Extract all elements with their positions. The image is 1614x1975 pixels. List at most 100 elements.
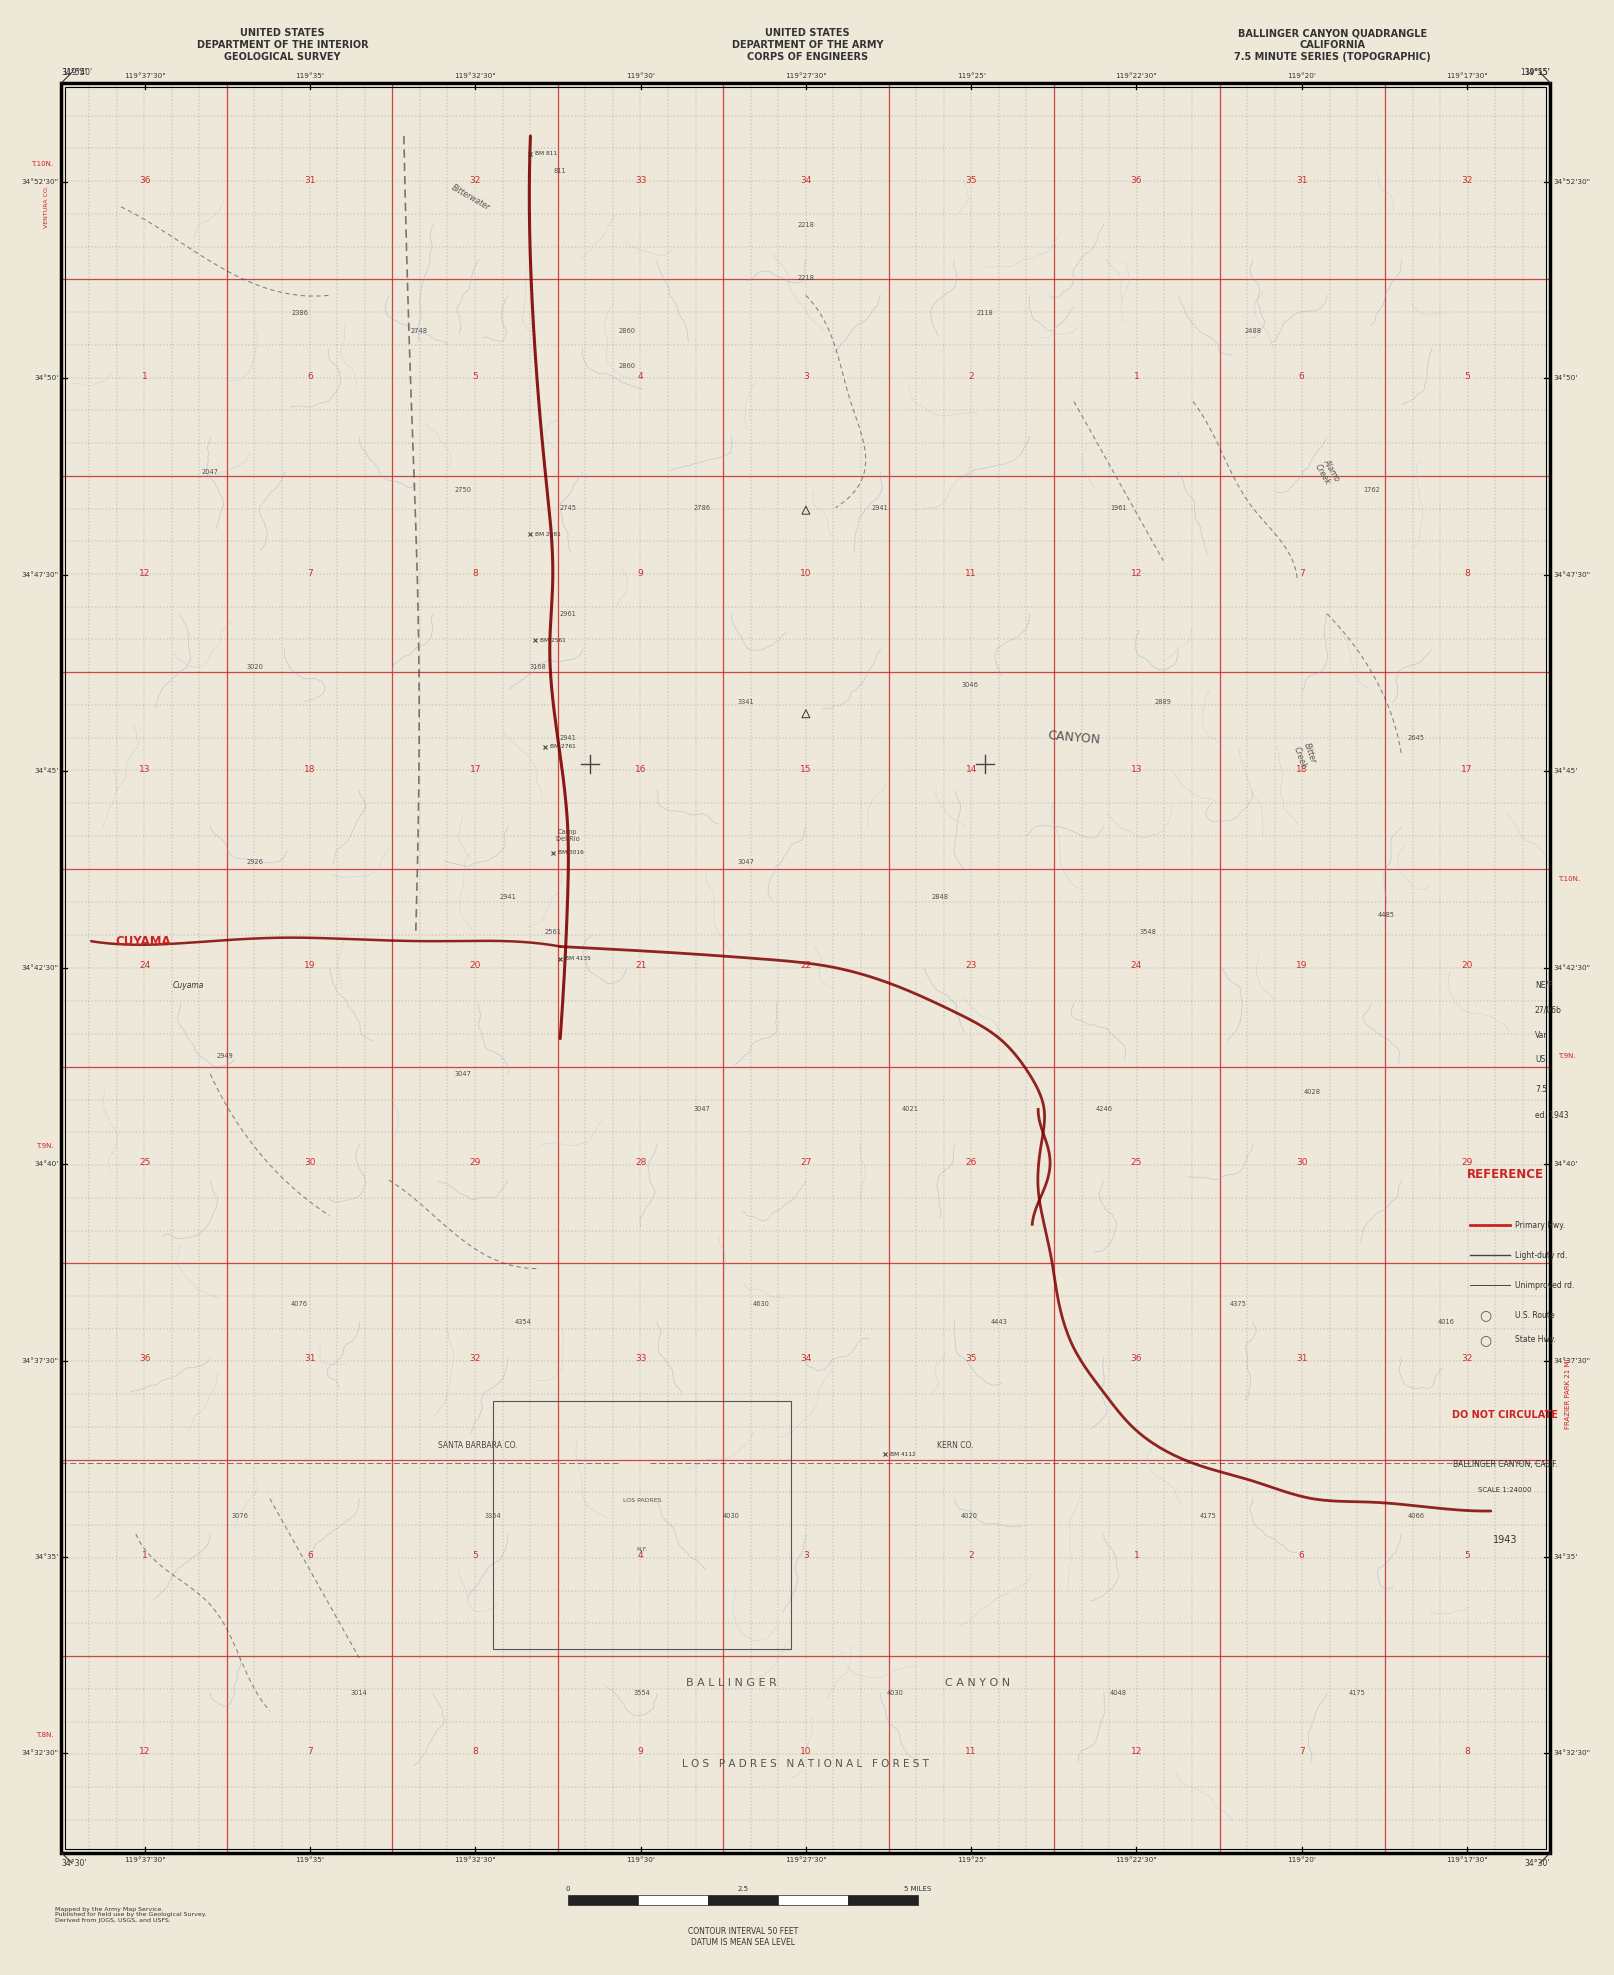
Text: 1943: 1943 <box>1491 1535 1516 1544</box>
Text: 34°30': 34°30' <box>1524 1858 1549 1868</box>
Text: 3020: 3020 <box>247 664 263 670</box>
Text: Light-duty rd.: Light-duty rd. <box>1514 1250 1566 1260</box>
Text: SANTA BARBARA CO.: SANTA BARBARA CO. <box>439 1442 518 1450</box>
Text: DO NOT CIRCULATE: DO NOT CIRCULATE <box>1451 1410 1558 1420</box>
Text: L O S   P A D R E S   N A T I O N A L   F O R E S T: L O S P A D R E S N A T I O N A L F O R … <box>683 1760 928 1770</box>
Bar <box>61 83 1549 1853</box>
Text: 1: 1 <box>1133 1550 1138 1560</box>
Text: BALLINGER CANYON QUADRANGLE
CALIFORNIA
7.5 MINUTE SERIES (TOPOGRAPHIC): BALLINGER CANYON QUADRANGLE CALIFORNIA 7… <box>1233 28 1430 61</box>
Text: 32: 32 <box>470 176 481 186</box>
Text: KERN CO.: KERN CO. <box>936 1442 973 1450</box>
Text: 2645: 2645 <box>1407 735 1424 741</box>
Text: 119°37'30": 119°37'30" <box>124 73 166 79</box>
Text: 34°42'30": 34°42'30" <box>1553 964 1590 972</box>
Text: 36: 36 <box>1130 176 1141 186</box>
Text: 0: 0 <box>565 1886 570 1892</box>
Text: 32: 32 <box>470 1355 481 1363</box>
Text: CANYON: CANYON <box>1046 729 1101 747</box>
Text: CUYAMA: CUYAMA <box>115 934 171 948</box>
Text: 32: 32 <box>1461 1355 1472 1363</box>
Text: 36: 36 <box>1130 1355 1141 1363</box>
Text: N.F.: N.F. <box>636 1548 647 1552</box>
Text: LOS PADRES: LOS PADRES <box>623 1497 660 1503</box>
Text: 7: 7 <box>307 569 313 577</box>
Text: Camp
Del Rio: Camp Del Rio <box>555 830 579 841</box>
Text: 34: 34 <box>799 1355 812 1363</box>
Text: B A L L I N G E R: B A L L I N G E R <box>686 1677 776 1689</box>
Text: Alamo
Creek: Alamo Creek <box>1312 456 1341 488</box>
Text: 2.5: 2.5 <box>738 1886 747 1892</box>
Text: 3168: 3168 <box>529 664 546 670</box>
Text: 34°55': 34°55' <box>1524 67 1549 77</box>
Text: 3354: 3354 <box>484 1513 502 1519</box>
Text: Primary Hwy.: Primary Hwy. <box>1514 1221 1564 1230</box>
Text: 9: 9 <box>638 569 642 577</box>
Text: ○: ○ <box>1478 1333 1490 1347</box>
Text: 2561: 2561 <box>544 930 560 936</box>
Text: Unimproved rd.: Unimproved rd. <box>1514 1280 1574 1290</box>
Text: 119°37'30": 119°37'30" <box>124 1856 166 1862</box>
Text: 2941: 2941 <box>558 735 576 741</box>
Text: 34°30': 34°30' <box>61 1858 87 1868</box>
Text: 119°40': 119°40' <box>61 67 92 77</box>
Text: 119°25': 119°25' <box>955 73 985 79</box>
Text: 3047: 3047 <box>738 859 754 865</box>
Bar <box>568 1894 638 1906</box>
Text: 119°15': 119°15' <box>1519 67 1549 77</box>
Text: 31: 31 <box>1294 1355 1307 1363</box>
Text: 25: 25 <box>139 1157 150 1167</box>
Text: 119°27'30": 119°27'30" <box>784 1856 826 1862</box>
Text: 29: 29 <box>1461 1157 1472 1167</box>
Text: 119°20': 119°20' <box>1286 1856 1315 1862</box>
Text: UNITED STATES
DEPARTMENT OF THE INTERIOR
GEOLOGICAL SURVEY: UNITED STATES DEPARTMENT OF THE INTERIOR… <box>197 28 368 61</box>
Text: 1: 1 <box>1133 371 1138 381</box>
Text: NE/F: NE/F <box>1533 980 1551 989</box>
Text: 35: 35 <box>965 176 976 186</box>
Text: 4630: 4630 <box>752 1302 770 1307</box>
Text: BALLINGER CANYON, CALIF.: BALLINGER CANYON, CALIF. <box>1451 1460 1556 1469</box>
Text: 16: 16 <box>634 764 646 774</box>
Text: 2218: 2218 <box>797 275 813 280</box>
Text: 20: 20 <box>470 962 481 970</box>
Text: 27/06b: 27/06b <box>1533 1005 1561 1015</box>
Text: Bitter
Creek: Bitter Creek <box>1291 741 1317 768</box>
Text: 4: 4 <box>638 1550 642 1560</box>
Text: 4175: 4175 <box>1199 1513 1215 1519</box>
Bar <box>492 1402 791 1649</box>
Text: 5: 5 <box>1464 1550 1469 1560</box>
Text: 7: 7 <box>1298 1748 1304 1756</box>
Text: 30: 30 <box>303 1157 316 1167</box>
Text: 1961: 1961 <box>1109 506 1127 512</box>
Text: 7: 7 <box>307 1748 313 1756</box>
Text: T.8N.: T.8N. <box>36 1732 53 1738</box>
Text: 23: 23 <box>965 962 976 970</box>
Text: 13: 13 <box>139 764 150 774</box>
Text: 119°32'30": 119°32'30" <box>454 1856 495 1862</box>
Text: 1: 1 <box>142 371 147 381</box>
Text: 34°40': 34°40' <box>1553 1161 1577 1167</box>
Text: 34: 34 <box>799 176 812 186</box>
Text: 4048: 4048 <box>1109 1691 1127 1697</box>
Text: 4375: 4375 <box>1228 1302 1246 1307</box>
Text: 8: 8 <box>1464 1748 1469 1756</box>
Text: 34°35': 34°35' <box>1553 1554 1577 1560</box>
Text: 2961: 2961 <box>558 610 576 616</box>
Text: 36: 36 <box>139 1355 150 1363</box>
Text: 34°45': 34°45' <box>34 768 58 774</box>
Text: T.10N.: T.10N. <box>31 162 53 168</box>
Text: 31: 31 <box>1294 176 1307 186</box>
Text: 13: 13 <box>1130 764 1141 774</box>
Text: T.9N.: T.9N. <box>36 1144 53 1149</box>
Text: 8: 8 <box>473 569 478 577</box>
Text: 6: 6 <box>307 1550 313 1560</box>
Text: 35: 35 <box>965 1355 976 1363</box>
Text: 34°50': 34°50' <box>34 375 58 381</box>
Text: 34°55': 34°55' <box>61 67 87 77</box>
Bar <box>778 1894 847 1906</box>
Text: 12: 12 <box>139 1748 150 1756</box>
Text: 4485: 4485 <box>1377 912 1394 918</box>
Bar <box>65 87 1546 1849</box>
Text: 119°32'30": 119°32'30" <box>454 73 495 79</box>
Text: UNITED STATES
DEPARTMENT OF THE ARMY
CORPS OF ENGINEERS: UNITED STATES DEPARTMENT OF THE ARMY COR… <box>731 28 883 61</box>
Text: 119°35': 119°35' <box>295 73 324 79</box>
